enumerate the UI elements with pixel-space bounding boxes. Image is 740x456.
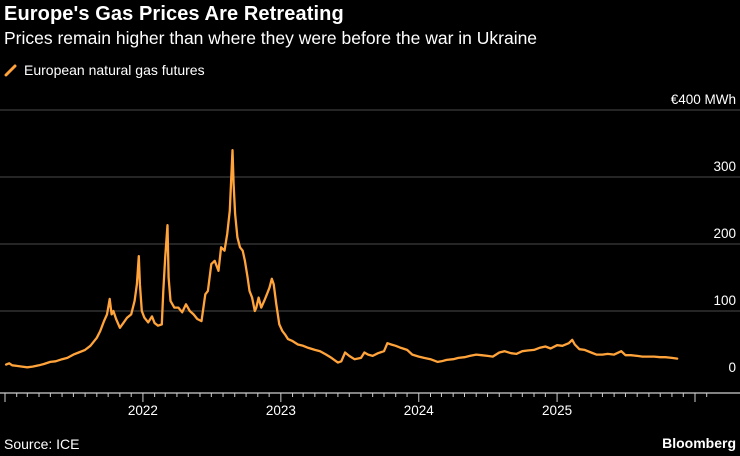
y-tick-label-200: 200 [713,226,736,241]
x-tick-label-2024: 2024 [404,403,435,418]
y-tick-label-300: 300 [713,159,736,174]
x-tick-label-2023: 2023 [266,403,296,418]
series-layer [4,149,679,369]
y-tick-label-400: €400 MWh [671,92,736,107]
gridlines [0,109,740,312]
legend-label: European natural gas futures [24,62,205,78]
chart-title: Europe's Gas Prices Are Retreating [4,3,344,25]
series-line-0 [4,149,679,369]
bloomberg-logo: Bloomberg [662,435,736,451]
y-tick-label-0: 0 [728,360,736,375]
chart-subtitle: Prices remain higher than where they wer… [4,28,538,48]
x-tick-label-2025: 2025 [542,403,572,418]
y-tick-label-100: 100 [713,293,736,308]
legend: European natural gas futures [4,62,205,78]
x-axis: 2022 2023 2024 2025 [0,392,740,418]
legend-swatch-icon [4,64,17,77]
source-note: Source: ICE [4,436,80,452]
x-tick-label-2022: 2022 [128,403,158,418]
y-axis: €400 MWh 300 200 100 0 [671,92,736,375]
